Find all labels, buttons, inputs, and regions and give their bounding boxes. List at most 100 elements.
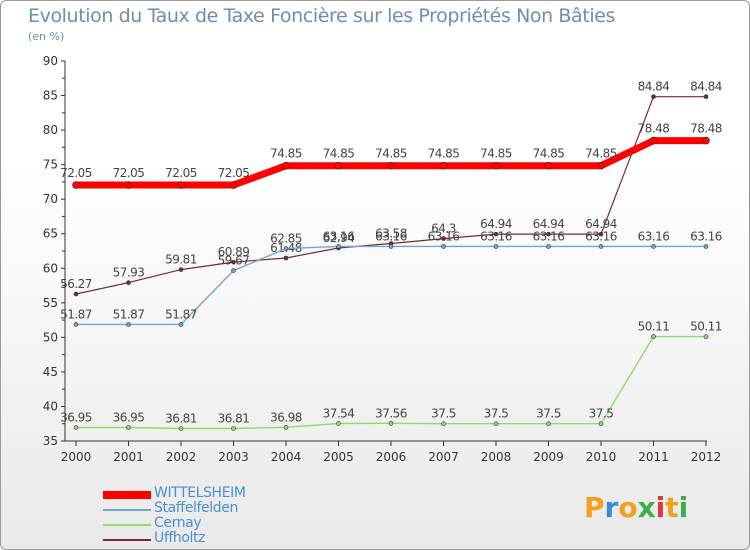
x-tick-label: 2001 <box>113 450 144 464</box>
y-tick-label: 35 <box>43 434 58 448</box>
legend-label: Cernay <box>154 515 202 531</box>
data-label-cernay: 36.95 <box>60 411 92 425</box>
data-label-wittelsheim: 74.85 <box>428 147 460 161</box>
data-label-uffholtz: 59.81 <box>165 253 197 267</box>
data-label-wittelsheim: 72.05 <box>165 166 197 180</box>
data-point-staffelfelden <box>73 322 79 327</box>
data-label-cernay: 36.95 <box>113 411 145 425</box>
legend-item: WITTELSHEIM <box>103 485 303 503</box>
data-label-wittelsheim: 74.85 <box>480 147 512 161</box>
data-point-cernay <box>126 425 131 430</box>
data-point-cernay <box>388 421 394 426</box>
data-point-wittelsheim <box>492 161 500 170</box>
y-tick-label: 75 <box>43 158 58 172</box>
data-point-cernay <box>283 425 289 430</box>
data-label-uffholtz: 64.94 <box>585 217 617 231</box>
data-point-uffholtz <box>283 255 289 261</box>
x-tick-label: 2004 <box>271 450 302 464</box>
data-label-cernay: 37.54 <box>323 406 355 420</box>
data-point-cernay <box>336 421 341 426</box>
data-point-staffelfelden <box>178 322 184 327</box>
data-point-staffelfelden <box>283 246 289 251</box>
data-point-cernay <box>546 421 551 427</box>
data-point-cernay <box>441 421 446 427</box>
data-label-staffelfelden: 63.16 <box>375 229 407 243</box>
data-label-staffelfelden: 51.87 <box>165 307 197 321</box>
data-point-staffelfelden <box>441 244 446 249</box>
x-tick-label: 2009 <box>533 450 564 464</box>
data-point-cernay <box>598 421 604 427</box>
y-tick-label: 70 <box>43 192 58 206</box>
data-label-wittelsheim: 74.85 <box>533 147 565 161</box>
data-label-wittelsheim: 72.05 <box>60 166 92 180</box>
data-label-staffelfelden: 63.16 <box>323 229 355 243</box>
data-point-staffelfelden <box>388 244 394 249</box>
data-point-cernay <box>703 334 709 339</box>
data-label-uffholtz: 57.93 <box>113 266 145 280</box>
data-point-staffelfelden <box>546 244 551 249</box>
x-tick-label: 2005 <box>323 450 354 464</box>
data-point-staffelfelden <box>126 322 131 327</box>
logo-letter: P <box>584 491 605 524</box>
x-tick-label: 2011 <box>638 450 669 464</box>
legend-label: Uffholtz <box>154 530 206 546</box>
x-tick-label: 2010 <box>586 450 617 464</box>
data-label-staffelfelden: 62.85 <box>270 232 302 246</box>
data-label-cernay: 37.5 <box>484 407 509 421</box>
legend-label: Staffelfelden <box>154 500 238 516</box>
data-label-uffholtz: 60.89 <box>218 245 250 259</box>
legend-swatch-cernay <box>103 524 151 526</box>
legend-swatch-uffholtz <box>103 539 151 541</box>
data-label-staffelfelden: 63.16 <box>585 229 617 243</box>
data-point-staffelfelden <box>231 268 236 273</box>
data-point-wittelsheim <box>387 161 395 170</box>
data-label-staffelfelden: 59.67 <box>218 254 250 268</box>
logo-letter: i <box>655 491 666 524</box>
legend-item: Cernay <box>103 515 303 533</box>
data-point-wittelsheim <box>334 161 343 170</box>
y-tick-label: 50 <box>43 330 58 344</box>
y-tick-label: 65 <box>43 227 58 241</box>
data-label-cernay: 50.11 <box>690 320 722 334</box>
data-point-wittelsheim <box>439 161 448 170</box>
data-point-cernay <box>493 421 499 427</box>
data-label-cernay: 36.81 <box>218 411 250 425</box>
chart-unit: (en %) <box>28 30 65 43</box>
data-label-cernay: 36.98 <box>270 410 302 424</box>
data-point-uffholtz <box>126 280 131 285</box>
data-label-uffholtz: 64.94 <box>480 217 512 231</box>
x-tick-label: 2012 <box>691 450 722 464</box>
proxiti-logo: Proxiti <box>584 491 688 524</box>
data-point-wittelsheim <box>649 136 658 145</box>
legend-item: Uffholtz <box>103 530 303 548</box>
data-label-uffholtz: 62.94 <box>323 231 355 245</box>
data-point-wittelsheim <box>597 161 605 170</box>
data-point-cernay <box>651 334 656 339</box>
data-point-uffholtz <box>73 291 79 297</box>
data-point-uffholtz <box>178 267 184 272</box>
data-label-staffelfelden: 63.16 <box>533 229 565 243</box>
chart-title: Evolution du Taux de Taxe Foncière sur l… <box>28 5 616 27</box>
data-point-uffholtz <box>546 231 551 237</box>
logo-letter: o <box>618 491 638 524</box>
data-label-staffelfelden: 51.87 <box>60 307 92 321</box>
y-tick-label: 60 <box>43 261 58 275</box>
data-point-cernay <box>73 425 79 430</box>
data-point-wittelsheim <box>282 161 290 170</box>
data-label-cernay: 37.5 <box>589 407 614 421</box>
data-point-staffelfelden <box>493 244 499 249</box>
data-label-cernay: 50.11 <box>638 320 670 334</box>
data-point-staffelfelden <box>703 244 709 249</box>
data-point-cernay <box>231 426 236 431</box>
data-point-wittelsheim <box>177 181 185 189</box>
data-label-wittelsheim: 74.85 <box>323 147 355 161</box>
data-point-cernay <box>178 426 184 431</box>
x-tick-label: 2007 <box>428 450 459 464</box>
data-label-uffholtz: 64.94 <box>533 217 565 231</box>
data-label-uffholtz: 56.27 <box>60 277 92 291</box>
x-tick-label: 2006 <box>376 450 407 464</box>
data-label-wittelsheim: 72.05 <box>113 166 145 180</box>
legend-swatch-wittelsheim <box>103 491 151 499</box>
